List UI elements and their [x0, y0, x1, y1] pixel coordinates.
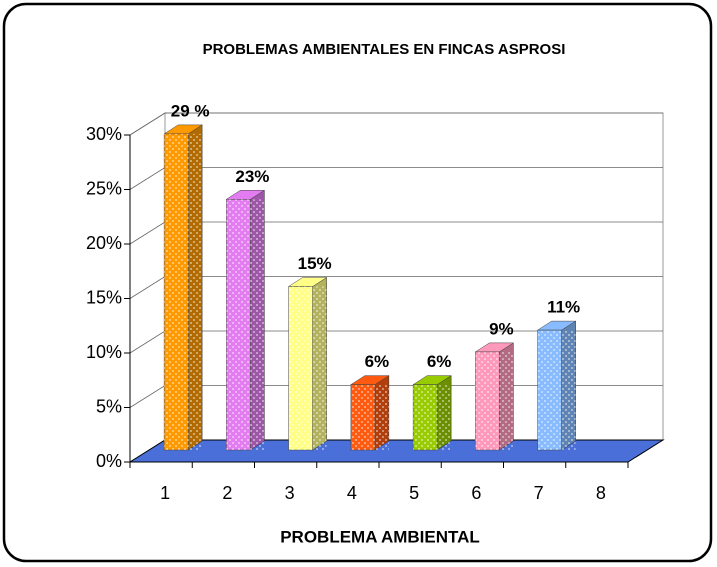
y-tick-label: 0% — [96, 451, 122, 471]
value-label: 11% — [547, 298, 580, 317]
bar — [226, 199, 251, 451]
x-tick-label: 6 — [471, 483, 481, 503]
bar-side — [187, 124, 203, 451]
y-tick-label: 25% — [86, 178, 122, 198]
bar-side — [436, 375, 452, 451]
bar-side — [374, 375, 390, 451]
x-tick-label: 4 — [347, 483, 357, 503]
y-tick-label: 20% — [86, 233, 122, 253]
value-label: 15% — [298, 254, 332, 273]
x-axis-title: PROBLEMA AMBIENTAL — [280, 527, 480, 546]
y-tick-label: 5% — [96, 396, 122, 416]
grid-line — [129, 112, 663, 136]
x-tick-label: 5 — [409, 483, 419, 503]
x-tick-label: 1 — [160, 483, 170, 503]
bar — [163, 133, 189, 451]
bar-side — [250, 189, 265, 451]
value-label: 9% — [489, 319, 514, 338]
bar — [537, 329, 562, 451]
value-label: 23% — [235, 167, 269, 186]
chart-title: PROBLEMAS AMBIENTALES EN FINCAS ASPROSI — [203, 41, 566, 58]
bar-side — [499, 342, 514, 451]
value-label: 29 % — [171, 101, 210, 120]
y-tick-label: 30% — [86, 124, 122, 144]
x-tick-label: 7 — [534, 483, 544, 503]
bar — [288, 286, 313, 451]
floor — [128, 439, 665, 463]
bar-side — [312, 277, 327, 451]
value-label: 6% — [427, 352, 452, 371]
x-tick-label: 2 — [222, 483, 232, 503]
bar — [475, 351, 500, 451]
value-label: 6% — [365, 352, 390, 371]
bar-side — [561, 320, 576, 451]
x-tick-label: 8 — [596, 483, 606, 503]
x-tick-label: 3 — [285, 483, 295, 503]
bar — [350, 384, 376, 451]
y-tick-label: 10% — [86, 342, 122, 362]
bar — [412, 384, 438, 451]
y-tick-label: 15% — [86, 287, 122, 307]
